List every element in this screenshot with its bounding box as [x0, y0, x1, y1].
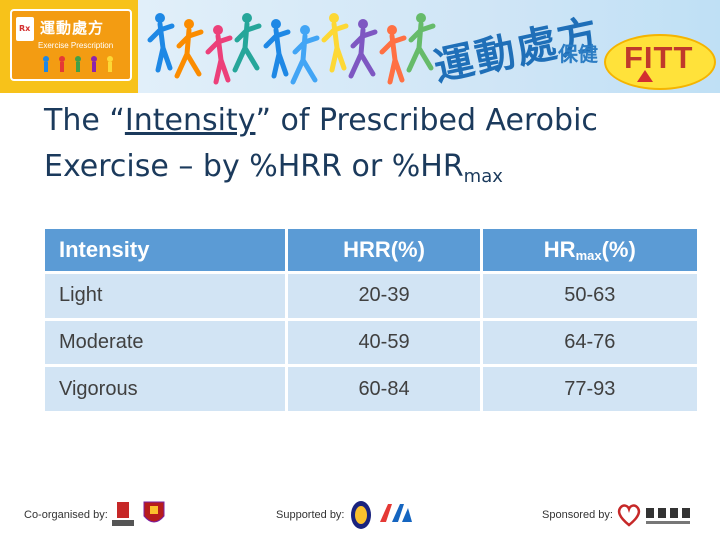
- table-row: Moderate 40-59 64-76: [45, 320, 697, 365]
- sponsored-label: Sponsored by:: [542, 509, 613, 521]
- fitt-arrow-icon: [637, 70, 653, 82]
- title-prefix: The “: [44, 103, 125, 138]
- exercise-figure-icon: [379, 25, 407, 85]
- intensity-table: Intensity HRR(%) HRmax(%) Light 20-39 50…: [42, 226, 700, 414]
- heart-logo-icon: [617, 504, 641, 527]
- table-row: Vigorous 60-84 77-93: [45, 367, 697, 411]
- header-intensity: Intensity: [45, 229, 286, 271]
- header-hrmax-sub: max: [575, 248, 602, 263]
- row-intensity: Vigorous: [45, 367, 286, 411]
- row-hrr: 20-39: [288, 274, 480, 318]
- title-line-2: Exercise – by %HRR or %HRmax: [44, 144, 704, 200]
- exercise-figure-icon: [406, 13, 436, 73]
- row-hrr: 60-84: [288, 367, 480, 411]
- hkpfa-logo-icon: [380, 504, 412, 522]
- logo-title: 運動處方: [40, 19, 105, 37]
- exercise-figure-icon: [263, 19, 291, 79]
- title-intensity-word: Intensity: [124, 103, 256, 138]
- title-max-subscript: max: [463, 166, 503, 187]
- exercise-figure-icon: [290, 25, 320, 85]
- row-hrmax: 77-93: [482, 367, 697, 411]
- table-row: Light 20-39 50-63: [45, 274, 697, 318]
- exercise-figure-icon: [174, 19, 204, 79]
- co-organised-label: Co-organised by:: [24, 509, 108, 521]
- exercise-prescription-logo: 運動處方 Exercise Prescription: [0, 0, 138, 93]
- supporter-medal-logo-icon: [351, 501, 371, 529]
- title-line-1: The “Intensity” of Prescribed Aerobic: [44, 98, 704, 144]
- prescription-doc-icon: [16, 17, 34, 41]
- primary-care-logo-icon: [646, 508, 690, 524]
- exercise-figure-icon: [321, 13, 349, 73]
- exercise-figure-icon: [205, 25, 233, 85]
- logo-runner-icons: [43, 56, 113, 72]
- slide-title: The “Intensity” of Prescribed Aerobic Ex…: [44, 98, 704, 200]
- row-hrmax: 50-63: [482, 274, 697, 318]
- logo-panel: 運動處方 Exercise Prescription: [10, 9, 132, 81]
- slogan-small: 保健: [558, 42, 598, 66]
- row-intensity: Light: [45, 274, 286, 318]
- intensity-table-grid: Intensity HRR(%) HRmax(%) Light 20-39 50…: [42, 226, 700, 414]
- supported-label: Supported by:: [276, 509, 345, 521]
- row-intensity: Moderate: [45, 320, 286, 365]
- exercise-figure-icon: [232, 13, 262, 73]
- title-line-2-text: Exercise – by %HRR or %HR: [44, 149, 464, 184]
- exercise-figure-icon: [147, 13, 175, 73]
- header-hrr: HRR(%): [288, 229, 480, 271]
- fitt-label: FITT: [624, 40, 694, 75]
- fitt-badge: [604, 34, 716, 90]
- exercise-figure-icon: [348, 19, 378, 79]
- row-hrr: 40-59: [288, 320, 480, 365]
- title-suffix: ” of Prescribed Aerobic: [255, 103, 598, 138]
- table-header-row: Intensity HRR(%) HRmax(%): [45, 229, 697, 271]
- crest-logo-icon: [143, 501, 165, 523]
- row-hrmax: 64-76: [482, 320, 697, 365]
- department-of-health-logo-icon: [112, 502, 134, 526]
- header-hrmax: HRmax(%): [482, 229, 697, 271]
- header-hrmax-main: HR: [543, 237, 576, 262]
- header-hrmax-unit: (%): [601, 237, 636, 262]
- exercise-figures-icon: [147, 13, 436, 85]
- header-banner: 運動處方 Exercise Prescription 運動處方 保健 FITT: [0, 0, 720, 93]
- logo-subtitle: Exercise Prescription: [38, 41, 114, 50]
